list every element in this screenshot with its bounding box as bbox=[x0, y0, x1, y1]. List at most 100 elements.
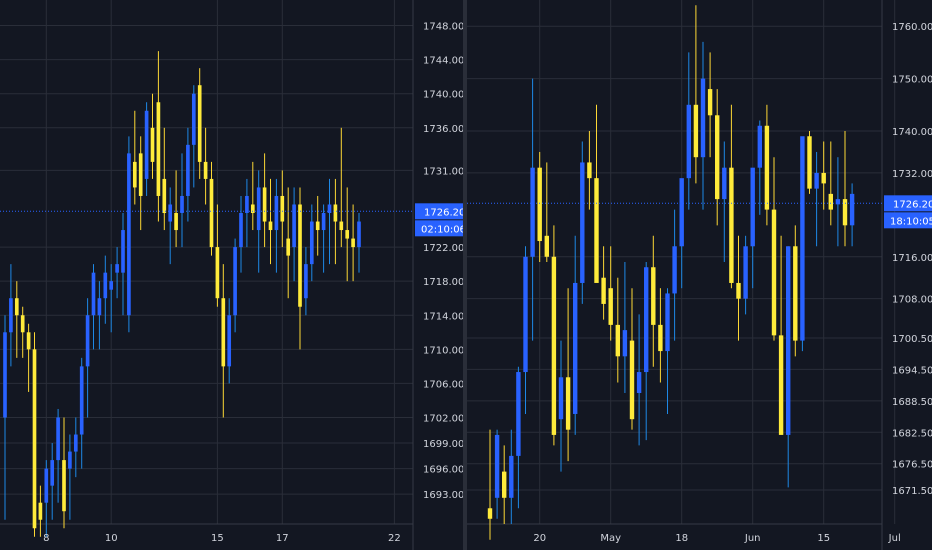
candle-body bbox=[38, 502, 43, 520]
candle-body bbox=[203, 161, 208, 179]
candle bbox=[594, 104, 599, 283]
candle bbox=[636, 314, 642, 446]
candle bbox=[351, 204, 355, 282]
candle bbox=[544, 162, 550, 262]
candle-body bbox=[622, 330, 628, 357]
candle-body bbox=[679, 178, 684, 247]
x-tick-label: 15 bbox=[817, 533, 830, 544]
y-tick-label: 1702.00 bbox=[423, 413, 463, 424]
candle-body bbox=[233, 247, 237, 316]
candle-body bbox=[345, 230, 350, 239]
candle-body bbox=[215, 247, 220, 299]
candle bbox=[494, 429, 500, 519]
candle-body bbox=[821, 172, 826, 184]
candle bbox=[842, 131, 848, 247]
candle-body bbox=[828, 193, 834, 210]
y-tick-label: 1710.00 bbox=[423, 345, 463, 356]
y-tick-label: 1693.00 bbox=[423, 490, 463, 501]
chart-pane-right[interactable]: 1760.00 1750.00 1740.00 1732.00 1716.00 1708.… bbox=[467, 0, 932, 550]
candlestick-chart-right[interactable]: 1760.00 1750.00 1740.00 1732.00 1716.00 1708.… bbox=[467, 0, 932, 550]
candle bbox=[757, 120, 763, 215]
y-tick-label: 1740.00 bbox=[423, 90, 463, 101]
candle-body bbox=[501, 471, 507, 498]
candle-body bbox=[144, 110, 149, 179]
current-price-label: 1726.20 bbox=[893, 199, 932, 210]
candle bbox=[97, 281, 102, 350]
x-tick-label: 17 bbox=[276, 533, 289, 544]
candle bbox=[191, 85, 196, 188]
candle bbox=[321, 204, 326, 273]
candle-body bbox=[321, 213, 326, 231]
candle bbox=[315, 195, 320, 256]
candle bbox=[821, 141, 826, 210]
candle-body bbox=[700, 78, 706, 158]
candle-body bbox=[327, 204, 332, 214]
countdown-badge bbox=[884, 212, 932, 229]
candle bbox=[643, 262, 649, 441]
candle-body bbox=[551, 256, 557, 435]
candle-body bbox=[339, 221, 344, 231]
y-tick-label: 1694.50 bbox=[892, 365, 932, 376]
candle bbox=[304, 247, 308, 316]
candle bbox=[292, 187, 296, 282]
y-tick-label: 1676.50 bbox=[892, 460, 932, 471]
candle bbox=[144, 102, 149, 196]
candle-body bbox=[239, 213, 243, 248]
y-tick-label: 1740.00 bbox=[892, 127, 932, 138]
candle bbox=[280, 170, 285, 248]
y-tick-label: 1682.50 bbox=[892, 428, 932, 439]
candle bbox=[56, 408, 60, 503]
candle-body bbox=[9, 298, 13, 333]
candle bbox=[722, 141, 727, 262]
candle-body bbox=[757, 125, 763, 168]
x-tick-label: 15 bbox=[211, 533, 224, 544]
candle bbox=[309, 204, 314, 282]
candle bbox=[197, 68, 202, 179]
candle bbox=[73, 417, 78, 478]
candle bbox=[150, 93, 155, 179]
y-tick-label: 1714.00 bbox=[423, 311, 463, 322]
candle bbox=[707, 52, 713, 158]
candle-body bbox=[672, 246, 677, 294]
y-tick-label: 1706.00 bbox=[423, 379, 463, 390]
pane-divider[interactable] bbox=[463, 0, 467, 550]
candle-body bbox=[174, 213, 178, 231]
candle-body bbox=[262, 187, 267, 222]
candle bbox=[736, 235, 741, 341]
candle bbox=[3, 315, 7, 520]
candle-body bbox=[729, 167, 734, 283]
candlestick-chart-left[interactable]: 1748.00 1744.00 1740.00 1736.00 1731.00 1722.… bbox=[0, 0, 463, 550]
candle bbox=[743, 235, 748, 315]
candle bbox=[44, 460, 49, 537]
countdown-label: 18:10:05 bbox=[890, 216, 932, 227]
candle bbox=[601, 246, 606, 320]
candle-body bbox=[750, 167, 755, 247]
candle-body bbox=[109, 281, 114, 290]
candle-body bbox=[494, 434, 500, 498]
candle bbox=[180, 153, 184, 248]
candle bbox=[215, 204, 220, 307]
candle-body bbox=[509, 455, 514, 498]
candle-body bbox=[197, 85, 202, 162]
candle-body bbox=[714, 115, 720, 200]
candle bbox=[672, 209, 677, 341]
candle bbox=[523, 246, 528, 414]
candle bbox=[327, 178, 332, 265]
candle-body bbox=[764, 125, 770, 210]
candle-body bbox=[162, 178, 167, 214]
candle-body bbox=[537, 167, 542, 242]
candle-body bbox=[127, 153, 131, 316]
candle bbox=[50, 443, 55, 520]
chart-pane-left[interactable]: 1748.00 1744.00 1740.00 1736.00 1731.00 1722.… bbox=[0, 0, 463, 550]
candle-body bbox=[707, 89, 713, 116]
candle bbox=[357, 213, 361, 273]
candle bbox=[658, 288, 663, 383]
candle-body bbox=[3, 332, 7, 418]
candle-body bbox=[286, 238, 291, 256]
x-tick-label: Jul bbox=[888, 533, 901, 544]
candle-body bbox=[333, 204, 338, 222]
y-tick-label: 1750.00 bbox=[892, 75, 932, 86]
candle bbox=[245, 178, 249, 248]
candle-body bbox=[156, 102, 161, 196]
candle-body bbox=[530, 167, 535, 257]
